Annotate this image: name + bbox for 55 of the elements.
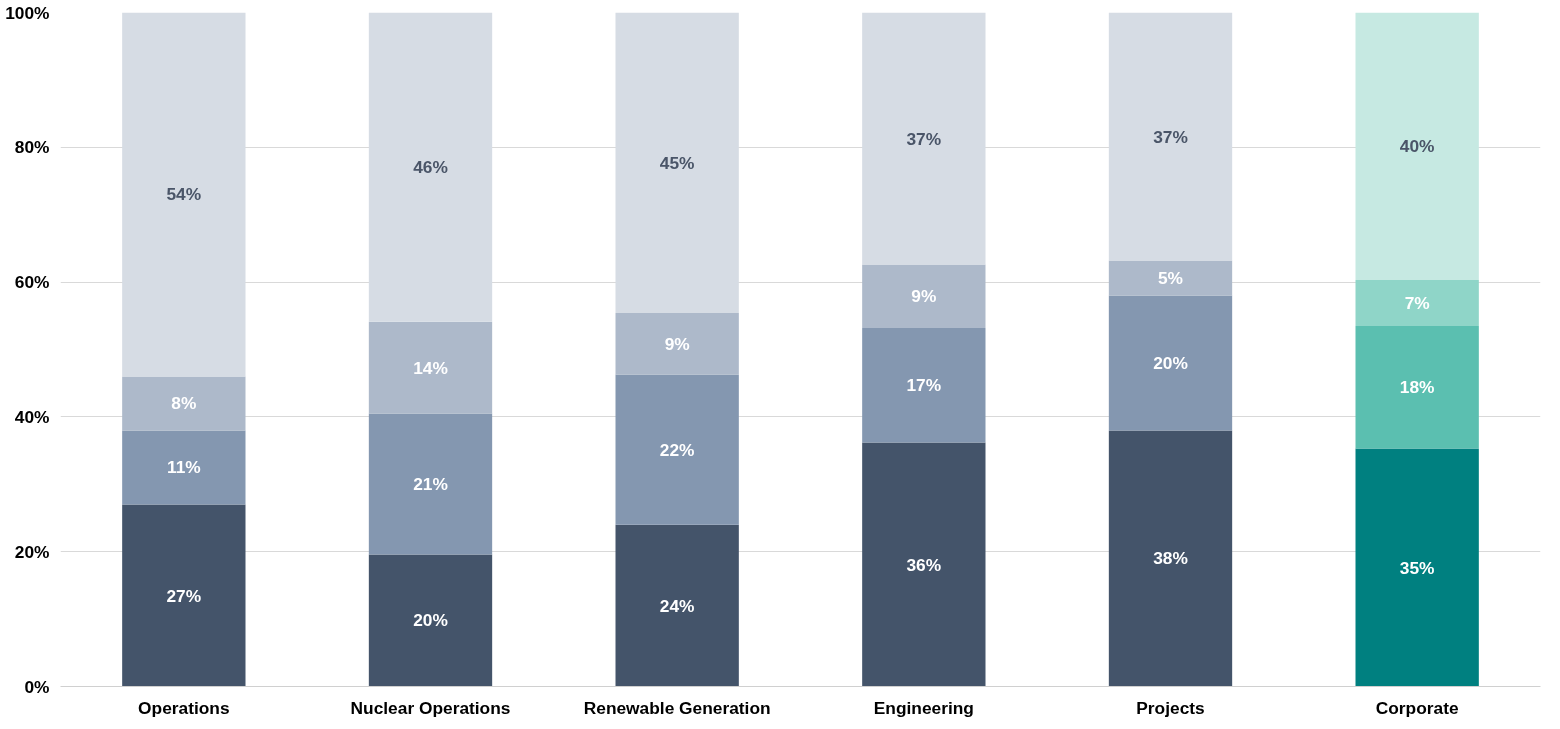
y-tick-label: 20% bbox=[14, 541, 50, 562]
y-tick-label: 0% bbox=[24, 676, 50, 697]
bar bbox=[615, 374, 739, 525]
bar bbox=[862, 327, 986, 443]
data-label: 9% bbox=[911, 286, 937, 307]
data-label: 36% bbox=[906, 554, 942, 575]
data-label: 40% bbox=[1399, 136, 1435, 157]
data-label: 24% bbox=[659, 595, 695, 616]
data-label: 46% bbox=[413, 157, 448, 178]
bar bbox=[615, 313, 739, 375]
bar bbox=[368, 413, 493, 555]
bar bbox=[122, 430, 246, 505]
bar bbox=[1355, 325, 1479, 449]
x-tick-label: Corporate bbox=[1375, 697, 1459, 718]
bar bbox=[1108, 430, 1233, 687]
data-label: 22% bbox=[659, 439, 695, 460]
y-tick-label: 100% bbox=[5, 2, 50, 23]
y-tick-label: 40% bbox=[14, 406, 50, 427]
data-label: 18% bbox=[1399, 377, 1435, 398]
data-label: 8% bbox=[171, 393, 197, 414]
bar bbox=[368, 321, 493, 414]
data-label: 45% bbox=[659, 152, 695, 173]
bar bbox=[122, 376, 246, 431]
y-tick-label: 80% bbox=[14, 137, 50, 158]
bar bbox=[862, 264, 986, 328]
x-tick-label: Projects bbox=[1136, 697, 1205, 718]
bar bbox=[1108, 295, 1233, 431]
x-tick-label: Renewable Generation bbox=[583, 697, 771, 718]
data-label: 5% bbox=[1157, 268, 1184, 289]
data-label: 7% bbox=[1404, 292, 1430, 313]
bar bbox=[862, 442, 986, 687]
bar bbox=[1355, 448, 1479, 687]
bar bbox=[1108, 260, 1233, 296]
data-label: 38% bbox=[1153, 548, 1188, 569]
data-label: 27% bbox=[166, 585, 202, 606]
x-tick-label: Operations bbox=[138, 697, 230, 718]
bar bbox=[1355, 280, 1479, 326]
data-label: 37% bbox=[906, 128, 942, 149]
bar bbox=[368, 554, 493, 687]
data-label: 21% bbox=[413, 473, 448, 494]
y-tick-label: 60% bbox=[14, 272, 50, 293]
data-label: 54% bbox=[166, 184, 202, 205]
bar bbox=[1355, 12, 1479, 281]
bar bbox=[122, 504, 246, 687]
data-label: 20% bbox=[413, 610, 448, 631]
data-label: 37% bbox=[1153, 126, 1188, 147]
x-tick-label: Engineering bbox=[873, 697, 974, 718]
data-label: 9% bbox=[664, 333, 690, 354]
data-label: 20% bbox=[1153, 352, 1188, 373]
data-label: 35% bbox=[1399, 557, 1435, 578]
data-label: 14% bbox=[413, 357, 448, 378]
x-tick-label: Nuclear Operations bbox=[350, 697, 511, 718]
bar bbox=[615, 524, 739, 687]
data-label: 11% bbox=[166, 457, 201, 478]
data-label: 17% bbox=[906, 375, 942, 396]
